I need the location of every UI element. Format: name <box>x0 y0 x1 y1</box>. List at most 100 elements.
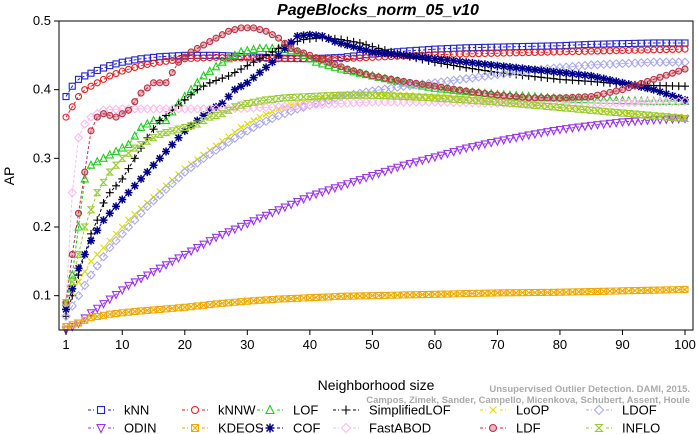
data-point <box>242 220 252 229</box>
data-point <box>155 264 165 274</box>
data-point <box>418 93 427 101</box>
data-point <box>86 112 96 122</box>
data-point <box>505 90 515 99</box>
data-point <box>217 141 228 151</box>
data-point <box>624 117 634 127</box>
legend-marker <box>488 423 498 433</box>
data-point <box>556 94 564 102</box>
data-point <box>443 95 452 103</box>
data-point <box>543 73 552 82</box>
data-point <box>74 264 83 273</box>
data-point <box>606 88 614 96</box>
data-point <box>305 192 315 202</box>
data-point <box>581 93 589 101</box>
data-point <box>287 101 295 109</box>
data-point <box>130 144 140 152</box>
data-point <box>68 284 77 293</box>
data-point <box>248 122 259 133</box>
data-point <box>193 44 201 53</box>
data-point <box>93 79 101 87</box>
data-point <box>87 127 95 135</box>
data-point <box>299 93 308 101</box>
data-point <box>374 91 383 99</box>
data-point <box>468 58 477 67</box>
data-point <box>255 97 265 105</box>
data-point <box>236 101 246 109</box>
data-point <box>324 186 333 196</box>
data-point <box>286 200 296 210</box>
data-point <box>380 92 390 100</box>
data-point <box>112 202 121 211</box>
data-point <box>505 99 515 107</box>
data-point <box>262 27 270 35</box>
data-point <box>555 68 564 77</box>
data-point <box>99 300 108 309</box>
data-point <box>661 96 672 107</box>
data-point <box>136 274 146 284</box>
data-point <box>161 184 171 195</box>
data-point <box>174 58 183 66</box>
data-point <box>243 78 252 87</box>
data-point <box>105 295 115 305</box>
data-point <box>217 110 227 118</box>
data-point <box>499 136 509 146</box>
legend-label: LoOP <box>516 403 549 418</box>
data-point <box>142 201 153 212</box>
data-point <box>142 137 152 145</box>
data-point <box>436 83 446 93</box>
data-point <box>655 112 665 120</box>
data-point <box>612 87 620 95</box>
data-point <box>180 123 190 131</box>
data-point <box>231 26 239 34</box>
legend-item-ldof: LDOF <box>586 403 657 418</box>
data-point <box>599 74 608 83</box>
data-point <box>312 54 320 62</box>
data-point <box>218 137 226 145</box>
data-point <box>598 98 609 108</box>
data-point <box>568 93 577 103</box>
data-point <box>574 94 584 103</box>
data-point <box>223 137 234 147</box>
data-point <box>131 211 139 218</box>
data-point <box>80 223 90 231</box>
data-point <box>481 89 489 98</box>
data-point <box>112 309 120 318</box>
data-point <box>424 155 434 164</box>
data-point <box>361 174 371 183</box>
data-point <box>481 289 489 297</box>
data-point <box>280 94 290 102</box>
data-point <box>81 86 89 94</box>
data-point <box>375 73 383 81</box>
data-point <box>455 146 465 156</box>
data-point <box>231 298 239 306</box>
data-point <box>493 137 502 147</box>
data-point <box>136 208 146 219</box>
data-point <box>93 113 101 121</box>
data-point <box>374 169 384 179</box>
data-point <box>142 271 152 281</box>
data-point <box>149 134 158 142</box>
data-point <box>392 97 403 107</box>
data-point <box>299 31 308 40</box>
data-point <box>149 161 158 170</box>
data-point <box>424 54 433 63</box>
data-point <box>280 203 290 213</box>
data-point <box>99 216 108 225</box>
data-point <box>142 118 152 128</box>
data-point <box>431 290 439 298</box>
data-point <box>381 74 389 82</box>
data-point <box>81 268 89 276</box>
legend-label: kNNW <box>218 403 256 418</box>
data-point <box>242 99 252 107</box>
data-point <box>200 301 208 309</box>
data-point <box>81 168 89 176</box>
x-tick-label: 80 <box>553 337 567 352</box>
data-point <box>493 89 502 99</box>
data-point <box>156 305 164 313</box>
data-point <box>355 176 365 185</box>
data-point <box>112 181 121 190</box>
data-point <box>656 73 664 81</box>
legend-label: ODIN <box>124 421 157 434</box>
data-point <box>75 278 82 286</box>
data-point <box>167 257 177 267</box>
